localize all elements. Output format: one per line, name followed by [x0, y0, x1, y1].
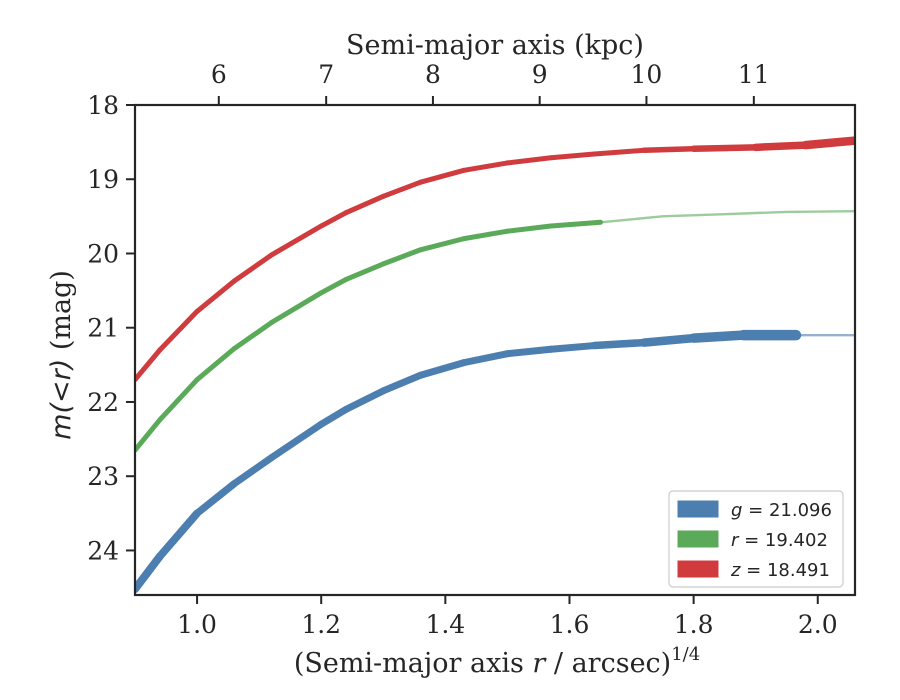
series-segment	[504, 223, 554, 234]
y-axis-title: m(<r) (mag)	[46, 270, 77, 440]
y-axis: 18 19 20 21 22 23 24	[87, 91, 135, 565]
legend: g = 21.096 r = 19.402 z = 18.491	[668, 490, 844, 588]
legend-swatch	[677, 500, 719, 518]
series-segment	[380, 247, 424, 267]
series-segment	[418, 167, 467, 185]
series-segment	[343, 261, 386, 282]
top-axis-title: Semi-major axis (kpc)	[346, 30, 644, 61]
series-segment	[639, 333, 698, 347]
y-tick-label: 21	[87, 314, 119, 343]
x-tick-label: 1.6	[550, 610, 590, 639]
series-segment	[157, 308, 200, 353]
series-segment	[194, 278, 237, 314]
x-tick-label: 1.8	[674, 610, 714, 639]
series-segment	[547, 342, 598, 353]
series-g-line	[135, 329, 855, 594]
legend-label: g = 21.096	[731, 500, 832, 521]
series-segment	[641, 146, 697, 154]
x-axis-title-superscript: 1/4	[671, 644, 700, 665]
x-tick-label: 1.2	[301, 610, 341, 639]
top-tick-label: 8	[425, 60, 441, 89]
series-segment	[461, 228, 510, 242]
x-axis-title-mid: / arcsec)	[545, 648, 671, 679]
y-tick-label: 24	[87, 536, 119, 565]
x-axis-title-var: r	[532, 648, 547, 679]
series-segment	[318, 276, 349, 296]
series-segment	[342, 387, 387, 413]
series-extension-line	[600, 209, 855, 224]
series-segment	[379, 371, 425, 395]
series-segment	[801, 136, 855, 150]
series-segment	[548, 151, 597, 161]
top-x-axis: 6 7 8 9 10 11	[211, 60, 770, 105]
series-segment	[418, 236, 467, 253]
legend-swatch	[677, 530, 719, 548]
series-segment	[231, 252, 275, 284]
plot-frame	[133, 103, 857, 597]
series-segment	[135, 417, 163, 453]
top-tick-label: 7	[318, 60, 334, 89]
top-tick-label: 6	[211, 60, 227, 89]
series-segment	[194, 346, 237, 383]
x-axis-title-prefix: (Semi-major axis	[294, 648, 533, 679]
series-segment	[461, 160, 510, 173]
bottom-x-axis: 1.0 1.2 1.4 1.6 1.8 2.0	[177, 595, 838, 639]
series-segment	[193, 480, 238, 517]
series-segment	[591, 147, 647, 157]
series-segment	[503, 345, 555, 358]
series-segment	[269, 290, 324, 326]
legend-swatch	[677, 560, 719, 578]
series-segment	[157, 377, 200, 423]
legend-label: z = 18.491	[730, 560, 830, 581]
series-segment	[590, 338, 648, 350]
series-z-line	[135, 136, 855, 383]
series-segment	[417, 359, 468, 379]
y-tick-label: 23	[87, 462, 119, 491]
y-axis-title-unit: (mag)	[46, 270, 77, 359]
y-axis-title-var: m(<r)	[46, 359, 77, 440]
top-tick-label: 9	[532, 60, 548, 89]
series-segment	[548, 219, 604, 229]
series-segment	[268, 420, 325, 462]
series-segment	[231, 320, 275, 352]
series-segment	[504, 155, 554, 166]
y-tick-label: 19	[87, 165, 119, 194]
series-layer	[135, 136, 855, 594]
series-segment	[230, 454, 276, 488]
top-tick-label: 11	[738, 60, 770, 89]
series-segment	[155, 509, 201, 561]
series-segment	[318, 210, 349, 229]
series-segment	[751, 141, 810, 152]
series-segment	[460, 350, 511, 367]
series-segment	[269, 223, 324, 258]
y-tick-label: 20	[87, 239, 119, 268]
series-segment	[317, 405, 350, 428]
x-tick-label: 1.4	[425, 610, 465, 639]
series-segment	[135, 552, 164, 594]
series-segment	[135, 347, 163, 383]
series-segment	[343, 193, 386, 216]
series-r-line	[135, 209, 855, 453]
x-tick-label: 2.0	[798, 610, 838, 639]
series-segment	[690, 144, 759, 153]
y-tick-label: 18	[87, 91, 119, 120]
top-tick-label: 10	[631, 60, 663, 89]
series-segment	[380, 179, 424, 199]
x-axis-title: (Semi-major axis r / arcsec)1/4	[294, 644, 700, 679]
y-tick-label: 22	[87, 388, 119, 417]
series-segment	[688, 330, 749, 343]
x-tick-label: 1.0	[177, 610, 217, 639]
legend-label: r = 19.402	[731, 530, 828, 551]
